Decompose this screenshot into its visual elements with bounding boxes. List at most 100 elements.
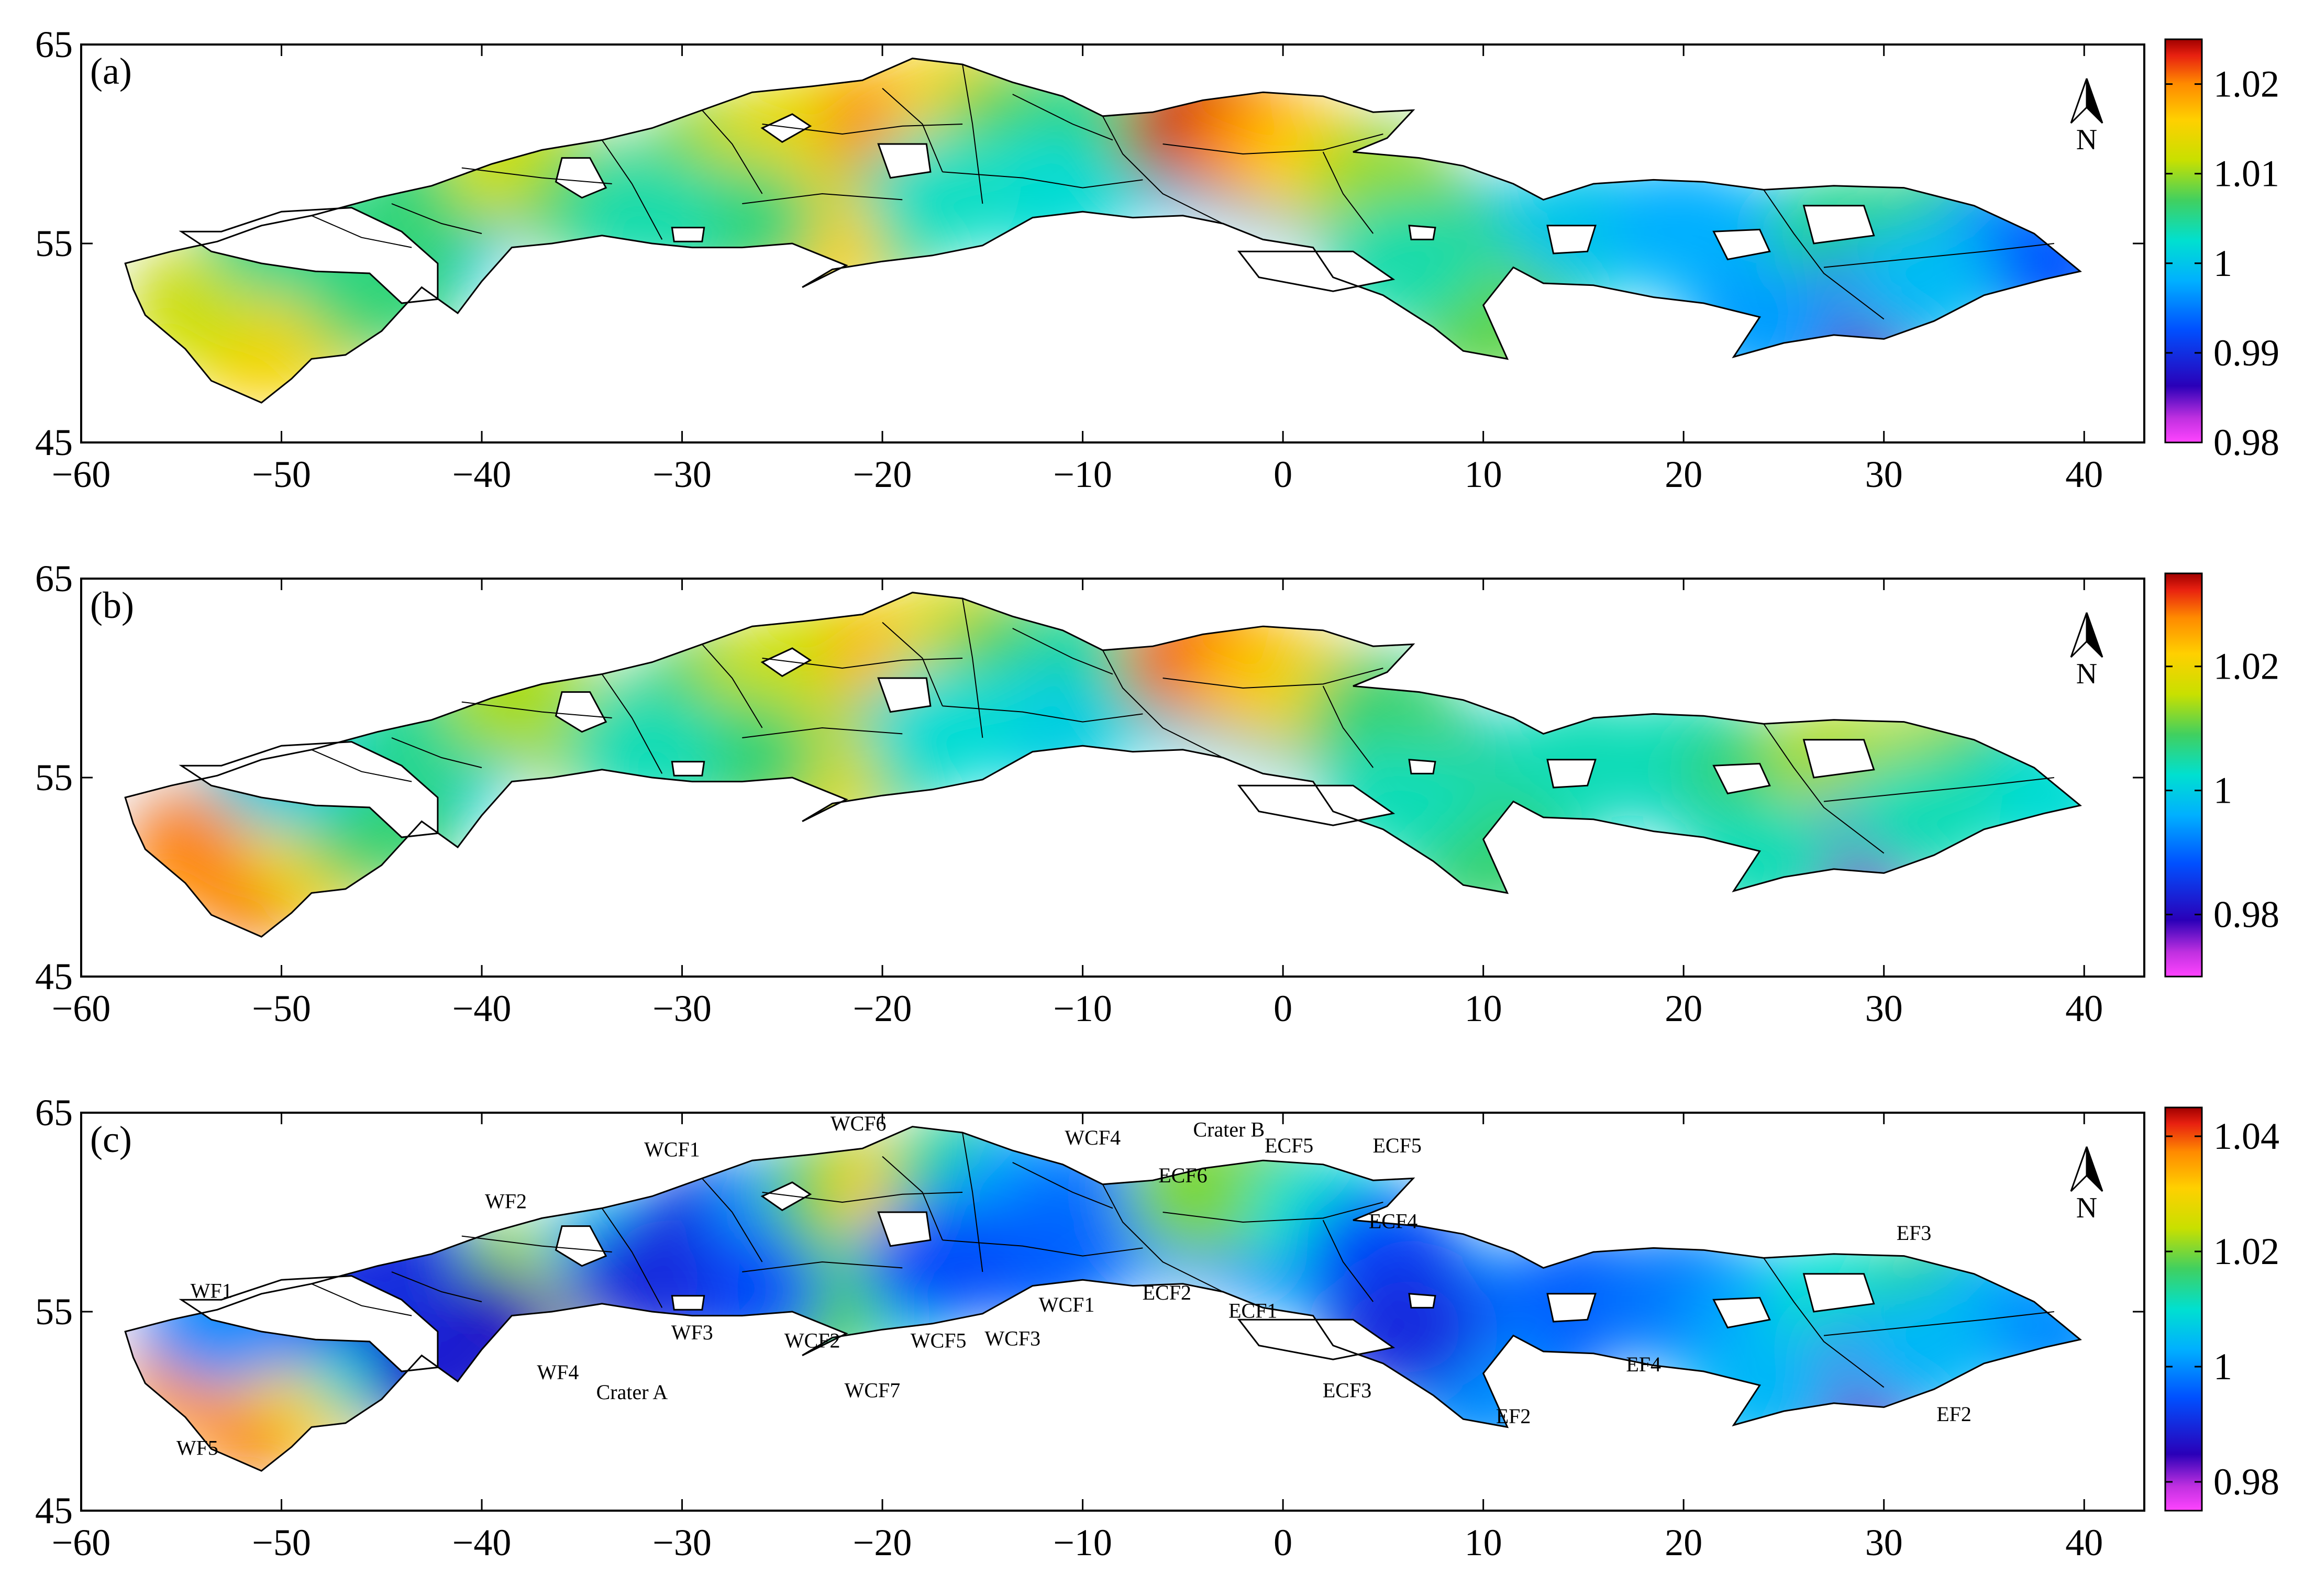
x-tick-label: 10 xyxy=(1465,1522,1502,1564)
colorbar-tick-label: 0.98 xyxy=(2213,1461,2279,1503)
region-outline-c xyxy=(124,1126,2082,1472)
x-tick-label: −50 xyxy=(252,1522,311,1564)
region-boundary xyxy=(1162,668,1383,689)
y-tick-label: 45 xyxy=(35,1490,73,1532)
region-boundary xyxy=(742,727,903,738)
lake-hole xyxy=(1802,1273,1875,1313)
x-tick-label: 40 xyxy=(2065,1522,2103,1564)
lake-hole xyxy=(1237,784,1395,826)
lake-hole xyxy=(760,1181,812,1211)
region-label: WCF6 xyxy=(830,1112,887,1135)
region-boundary xyxy=(942,705,1143,723)
y-tick-label: 45 xyxy=(35,422,73,463)
region-boundary xyxy=(461,701,612,718)
region-boundary xyxy=(1763,189,1885,320)
x-tick-label: −40 xyxy=(452,453,512,495)
colorbar-tick-label: 0.98 xyxy=(2213,422,2279,463)
x-tick-label: 40 xyxy=(2065,453,2103,495)
region-boundary xyxy=(1322,151,1374,234)
region-label: WCF3 xyxy=(984,1327,1040,1350)
region-outline-b xyxy=(124,592,2082,938)
region-boundary xyxy=(1823,243,2055,268)
region-boundary xyxy=(311,749,412,782)
region-label: Crater A xyxy=(596,1380,668,1404)
region-label: WF2 xyxy=(485,1189,527,1213)
x-tick-label: 0 xyxy=(1273,1522,1292,1564)
axis-ticks-a: −60 −50 −40 −30 −20 −10 0 10 20 30 40 45 55 65 xyxy=(35,24,2144,495)
region-boundary xyxy=(702,109,763,194)
outside-mask xyxy=(81,579,2144,977)
x-tick-label: −60 xyxy=(52,453,111,495)
north-label-b: N xyxy=(2076,658,2097,690)
x-tick-label: −20 xyxy=(853,1522,912,1564)
north-label-c: N xyxy=(2076,1192,2097,1224)
x-tick-label: −60 xyxy=(52,988,111,1029)
colorbar-tick-label: 0.99 xyxy=(2213,332,2279,374)
panel-label-a: (a) xyxy=(90,50,132,92)
region-boundary xyxy=(962,598,983,738)
region-boundary xyxy=(391,203,482,234)
region-labels-c: WF1 WF2 WF3 WF4 WF5 WCF1 WCF2 WCF3 WCF4 WCF5 WCF6 W… xyxy=(176,1112,1971,1459)
region-boundary xyxy=(762,658,963,669)
colorbar-tick-label: 1.04 xyxy=(2213,1115,2279,1157)
region-boundary xyxy=(461,1235,612,1253)
lake-hole xyxy=(1408,759,1436,774)
colorbar-tick-label: 0.98 xyxy=(2213,894,2279,936)
lake-hole xyxy=(1546,225,1597,254)
region-label: WCF2 xyxy=(784,1328,840,1352)
region-boundary xyxy=(942,1239,1143,1257)
x-tick-label: 10 xyxy=(1465,453,1502,495)
region-label: WF3 xyxy=(671,1321,713,1344)
region-boundary xyxy=(1012,1162,1113,1209)
region-boundary xyxy=(762,1192,963,1203)
region-label: WF5 xyxy=(176,1436,218,1460)
colorbar-ticks-b: 1.02 1 0.98 xyxy=(2165,646,2279,936)
colorbar-b xyxy=(2164,572,2203,978)
lake-hole xyxy=(877,143,932,179)
lake-hole xyxy=(760,113,812,143)
region-boundaries-b xyxy=(311,598,2055,854)
x-tick-label: −30 xyxy=(652,453,712,495)
colorbar-tick-label: 1 xyxy=(2213,770,2232,812)
x-tick-label: 20 xyxy=(1665,988,1702,1029)
x-tick-label: −60 xyxy=(52,1522,111,1564)
lake-hole xyxy=(1712,762,1771,795)
region-boundary xyxy=(601,673,663,774)
region-label: ECF2 xyxy=(1143,1281,1191,1304)
region-label: ECF1 xyxy=(1228,1299,1277,1322)
north-arrow-icon xyxy=(2086,1146,2103,1192)
outside-mask xyxy=(81,45,2144,442)
region-label: ECF5 xyxy=(1265,1134,1313,1157)
lake-hole xyxy=(555,157,607,199)
y-tick-label: 65 xyxy=(35,1092,73,1134)
lake-hole xyxy=(671,761,705,777)
region-label: EF2 xyxy=(1496,1404,1531,1428)
x-tick-label: 30 xyxy=(1865,988,1903,1029)
region-label: ECF6 xyxy=(1158,1163,1207,1187)
north-arrow-c: N xyxy=(2070,1146,2103,1224)
region-boundary xyxy=(391,737,482,768)
north-arrow-b: N xyxy=(2070,612,2103,690)
colorbar-tick-label: 1.02 xyxy=(2213,646,2279,688)
colorbar-ticks-a: 1.02 1.01 1 0.99 0.98 xyxy=(2165,63,2279,463)
region-label: WCF4 xyxy=(1065,1126,1121,1149)
region-boundaries-c xyxy=(311,1132,2055,1388)
x-tick-label: −20 xyxy=(853,988,912,1029)
region-label: EF4 xyxy=(1626,1353,1661,1376)
lake-hole xyxy=(671,227,705,242)
x-tick-label: −40 xyxy=(452,988,512,1029)
lake-hole xyxy=(877,677,932,713)
region-boundaries-a xyxy=(311,64,2055,320)
region-boundary xyxy=(1012,94,1113,141)
panel-label-b: (b) xyxy=(90,584,134,626)
x-tick-label: 0 xyxy=(1273,988,1292,1029)
lake-hole xyxy=(1546,759,1597,789)
region-label: WF1 xyxy=(191,1279,232,1302)
x-tick-label: 30 xyxy=(1865,453,1903,495)
region-label: WCF1 xyxy=(1039,1293,1095,1316)
axis-ticks-b: −60 −50 −40 −30 −20 −10 0 10 20 30 40 45 55 65 xyxy=(35,558,2144,1029)
region-boundary xyxy=(1012,628,1113,675)
region-outline-a xyxy=(124,58,2082,404)
